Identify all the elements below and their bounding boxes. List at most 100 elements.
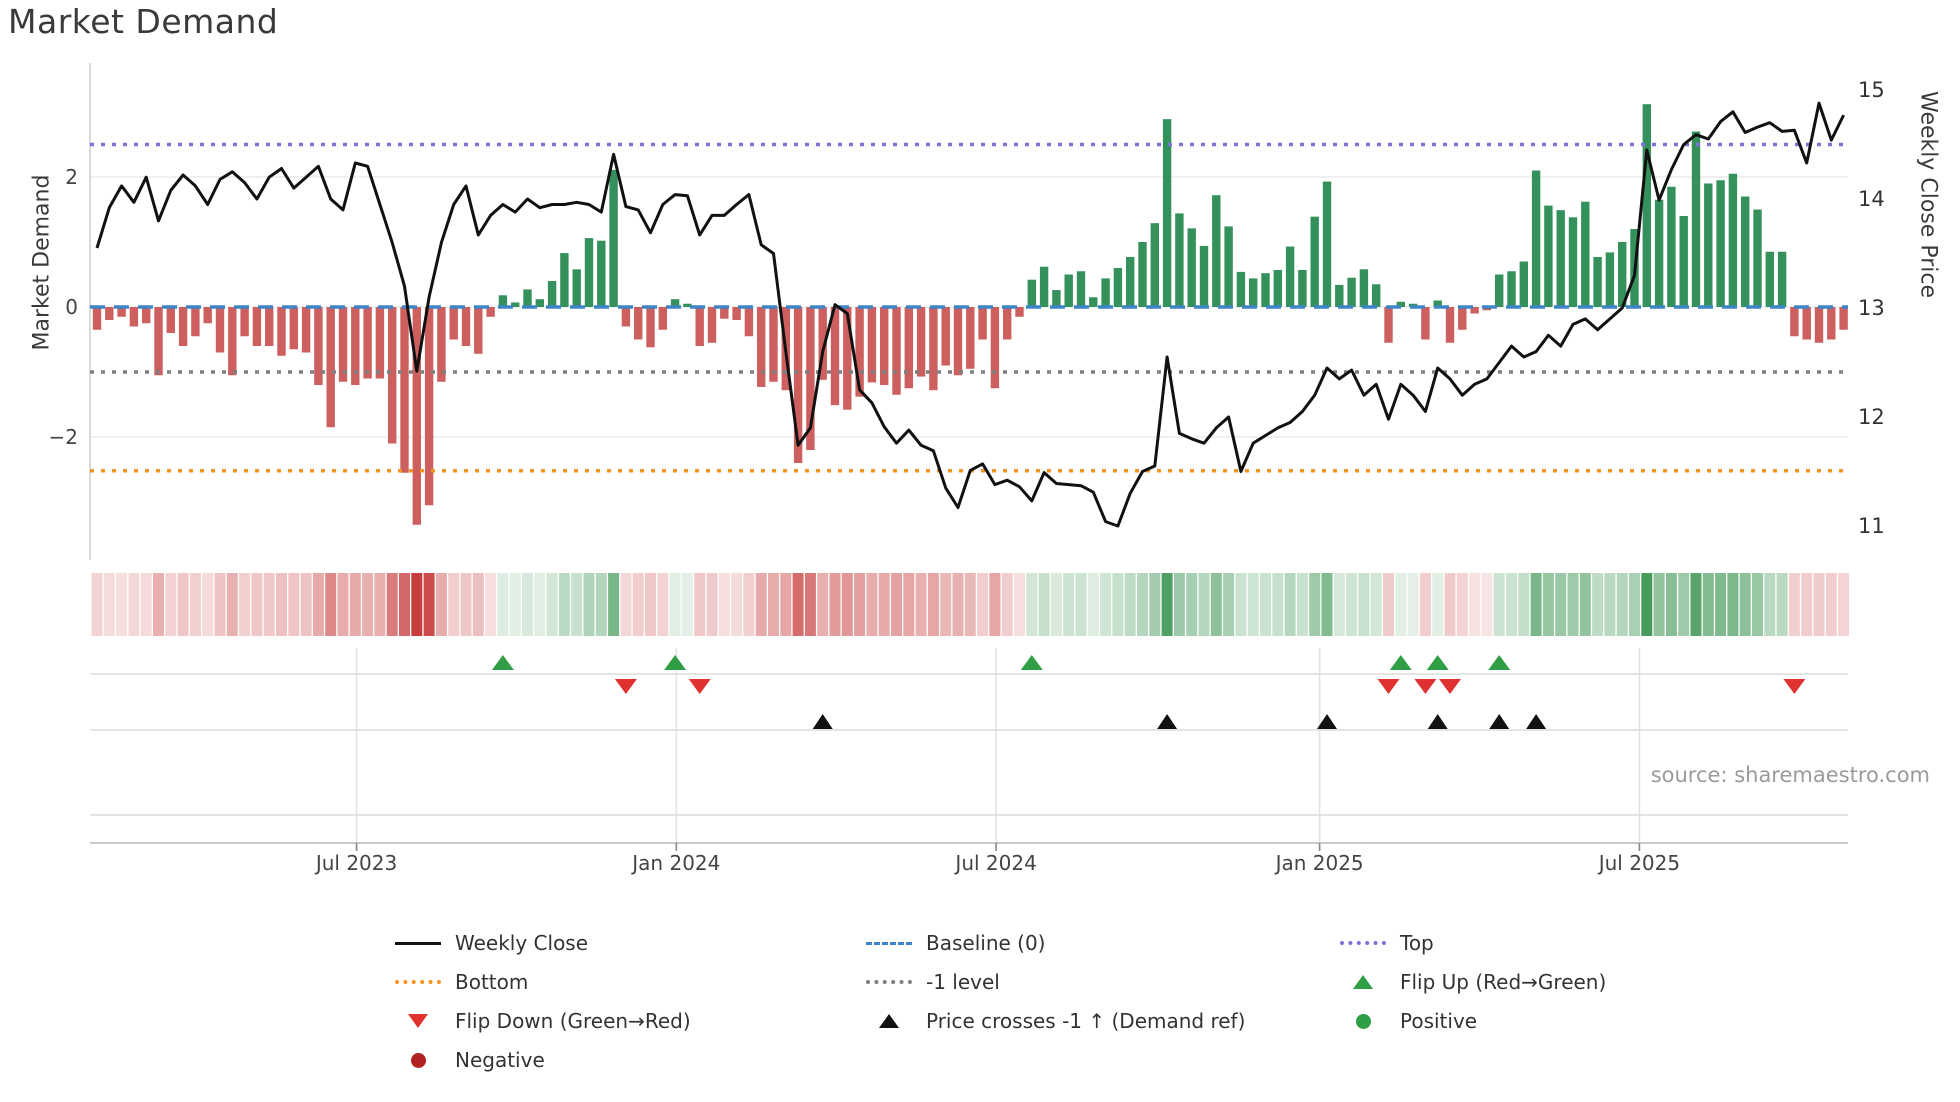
demand-bar-negative xyxy=(252,307,262,346)
heatmap-cell xyxy=(645,573,656,636)
demand-bar-positive xyxy=(1654,199,1664,307)
flip-up-marker xyxy=(1389,655,1412,670)
heatmap-cell xyxy=(1296,573,1308,636)
x-tick-label: Jan 2025 xyxy=(1274,851,1364,875)
demand-bar-negative xyxy=(1458,307,1467,330)
heatmap-cell xyxy=(903,573,915,636)
demand-bar-positive xyxy=(1519,261,1528,307)
heatmap-cell xyxy=(325,573,337,636)
right-tick-label: 13 xyxy=(1858,296,1885,320)
heatmap-cell xyxy=(1653,573,1665,636)
flip-up-marker xyxy=(491,655,514,670)
heatmap-cell xyxy=(1518,573,1530,636)
price-cross-marker xyxy=(1427,714,1448,729)
demand-bar-negative xyxy=(92,307,102,330)
demand-bar-positive xyxy=(1249,278,1258,307)
heatmap-cell xyxy=(1432,573,1444,636)
heatmap-cell xyxy=(1825,573,1837,636)
heatmap-cell xyxy=(1493,573,1505,636)
price-line xyxy=(95,101,1845,528)
heatmap-cell xyxy=(472,573,484,636)
heatmap-cell xyxy=(362,573,374,636)
demand-bar-negative xyxy=(265,307,274,346)
heatmap-cell xyxy=(1715,573,1727,636)
heatmap-cell xyxy=(1026,573,1038,636)
demand-bar-positive xyxy=(535,299,544,307)
demand-bar-negative xyxy=(1003,307,1012,340)
heatmap-cell xyxy=(1616,573,1628,636)
heatmap-cell xyxy=(1284,573,1296,636)
heatmap-cell xyxy=(276,573,287,636)
demand-bar-positive xyxy=(1765,251,1774,307)
demand-bar-positive xyxy=(1544,205,1553,307)
demand-bar-negative xyxy=(338,307,348,382)
demand-bar-negative xyxy=(880,307,889,385)
heatmap-cell xyxy=(1407,573,1419,636)
demand-bar-negative xyxy=(769,307,778,382)
heatmap-cell xyxy=(1260,573,1271,636)
heatmap-cell xyxy=(1579,573,1591,636)
heatmap-cell xyxy=(1223,573,1235,636)
demand-bar-negative xyxy=(486,307,495,317)
heatmap-cell xyxy=(1702,573,1714,636)
heatmap-cell xyxy=(1419,573,1431,636)
legend-item-baseline: Baseline (0) xyxy=(866,928,1045,958)
demand-bar-negative xyxy=(105,307,114,320)
legend-item-top: Top xyxy=(1340,928,1434,958)
minus1-dotted-line-icon xyxy=(866,980,912,984)
heatmap-cell xyxy=(103,573,115,636)
heatmap-cell xyxy=(792,573,804,636)
heatmap-cell xyxy=(817,573,829,636)
heatmap-cell xyxy=(1272,573,1284,636)
right-tick-label: 14 xyxy=(1858,187,1885,211)
demand-bar-negative xyxy=(916,307,926,377)
heatmap-cell xyxy=(1333,573,1345,636)
heatmap-cell xyxy=(1752,573,1763,636)
flip-up-marker xyxy=(1426,655,1449,670)
legend-item-negative: Negative xyxy=(395,1045,545,1075)
demand-bar-negative xyxy=(953,307,963,376)
demand-bar-negative xyxy=(744,307,754,337)
heatmap-cell xyxy=(1641,573,1653,636)
heatmap-cell xyxy=(915,573,927,636)
left-tick-label: 0 xyxy=(65,295,78,319)
heatmap-cell xyxy=(878,573,890,636)
demand-bar-negative xyxy=(461,307,471,346)
demand-bar-positive xyxy=(1076,271,1086,307)
heatmap-cell xyxy=(1321,573,1333,636)
demand-bar-negative xyxy=(437,307,446,382)
demand-bar-positive xyxy=(1150,223,1159,307)
heatmap-cell xyxy=(337,573,349,636)
demand-bar-positive xyxy=(1089,297,1098,307)
demand-bar-positive xyxy=(1716,180,1725,307)
x-tick-label: Jul 2023 xyxy=(314,851,397,875)
heatmap-cell xyxy=(632,573,644,636)
demand-bar-positive xyxy=(1224,226,1233,307)
heatmap-cell xyxy=(1506,573,1517,636)
demand-bar-negative xyxy=(326,307,335,428)
demand-bar-negative xyxy=(388,307,397,444)
demand-bar-positive xyxy=(1372,284,1381,307)
heatmap-cell xyxy=(1346,573,1358,636)
heatmap-cell xyxy=(460,573,472,636)
heatmap-cell xyxy=(1788,573,1800,636)
heatmap-cell xyxy=(1149,573,1161,636)
demand-bar-positive xyxy=(511,302,520,307)
demand-bar-positive xyxy=(1642,104,1651,307)
demand-bar-negative xyxy=(1827,307,1836,340)
heatmap-cell xyxy=(731,573,743,636)
heatmap-cell xyxy=(546,573,558,636)
heatmap-cell xyxy=(1838,573,1850,636)
left-tick-label: −2 xyxy=(49,425,78,449)
heatmap-cell xyxy=(583,573,595,636)
demand-bar-negative xyxy=(1839,307,1848,330)
heatmap-cell xyxy=(681,573,693,636)
flip-down-marker xyxy=(1414,679,1437,694)
heatmap-cell xyxy=(829,573,841,636)
demand-bar-negative xyxy=(412,307,421,525)
heatmap-cell xyxy=(128,573,140,636)
demand-bar-negative xyxy=(855,307,864,397)
heatmap-cell xyxy=(1247,573,1259,636)
heatmap-cell xyxy=(854,573,866,636)
